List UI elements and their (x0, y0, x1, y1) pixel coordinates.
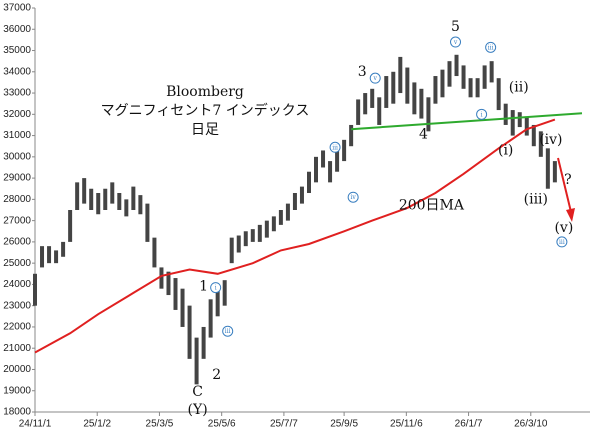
wave-label: iii (332, 144, 338, 151)
annotation: (iii) (524, 191, 548, 207)
wave-label: iii (559, 239, 565, 246)
wave-circle (485, 41, 497, 53)
y-tick-label: 33000 (3, 88, 31, 99)
y-tick-label: 22000 (3, 322, 31, 333)
chart-title: Bloomberg (166, 84, 244, 100)
wave-label: iii (488, 44, 494, 51)
wave-circle (347, 191, 359, 203)
x-tick-label: 26/3/10 (514, 419, 548, 430)
y-tick-label: 18000 (3, 407, 31, 418)
y-tick-label: 37000 (3, 3, 31, 14)
x-tick-label: 25/1/2 (83, 419, 111, 430)
y-tick-label: 32000 (3, 109, 31, 120)
y-tick-label: 27000 (3, 215, 31, 226)
y-tick-label: 20000 (3, 364, 31, 375)
y-tick-label: 23000 (3, 300, 31, 311)
trend-line (351, 112, 583, 131)
wave-label: iv (350, 194, 356, 201)
wave-label: iii (225, 328, 231, 335)
x-tick-label: 24/11/1 (19, 419, 52, 430)
y-tick-label: 34000 (3, 66, 31, 77)
x-tick-label: 25/3/5 (146, 419, 174, 430)
wave-circle (369, 72, 381, 84)
annotation: 5 (451, 19, 460, 35)
forecast-arrowhead (566, 208, 575, 222)
annotation: (Y) (187, 402, 207, 418)
chart-title: 日足 (191, 122, 219, 138)
y-tick-label: 19000 (3, 385, 31, 396)
annotation: 2 (212, 367, 221, 383)
annotation: 1 (199, 279, 208, 295)
annotation: C (192, 384, 203, 400)
annotation: 3 (358, 64, 367, 80)
annotation: 4 (419, 127, 428, 143)
y-tick-label: 30000 (3, 151, 31, 162)
wave-circle (222, 325, 234, 337)
x-tick-label: 25/9/5 (330, 419, 358, 430)
annotation: (iv) (539, 132, 562, 148)
annotation: (ii) (509, 80, 529, 96)
annotation: 200日MA (399, 198, 465, 214)
y-tick-label: 26000 (3, 237, 31, 248)
annotation: (v) (554, 220, 573, 236)
y-tick-label: 36000 (3, 24, 31, 35)
y-tick-label: 25000 (3, 258, 31, 269)
wave-label: i (215, 285, 217, 292)
annotation: ? (564, 172, 572, 188)
y-tick-label: 35000 (3, 45, 31, 56)
y-tick-label: 28000 (3, 194, 31, 205)
y-tick-label: 31000 (3, 130, 31, 141)
wave-circle (450, 36, 462, 48)
y-tick-label: 29000 (3, 173, 31, 184)
wave-circle (476, 108, 488, 120)
annotation: (i) (498, 142, 513, 158)
x-tick-label: 25/5/6 (208, 419, 236, 430)
forecast-arrow (557, 157, 572, 213)
x-tick-label: 25/7/7 (270, 419, 298, 430)
moving-average (34, 118, 556, 354)
y-tick-label: 24000 (3, 279, 31, 290)
wave-label: i (481, 111, 483, 118)
wave-label: v (453, 39, 458, 46)
wave-circle (329, 141, 341, 153)
x-tick-label: 26/1/7 (455, 419, 483, 430)
x-tick-label: 25/11/6 (390, 419, 423, 430)
wave-label: v (373, 75, 378, 82)
wave-circle (210, 282, 222, 294)
wave-circle (556, 236, 568, 248)
y-tick-label: 21000 (3, 343, 31, 354)
chart-title: マグニフィセント7 インデックス (101, 102, 310, 119)
